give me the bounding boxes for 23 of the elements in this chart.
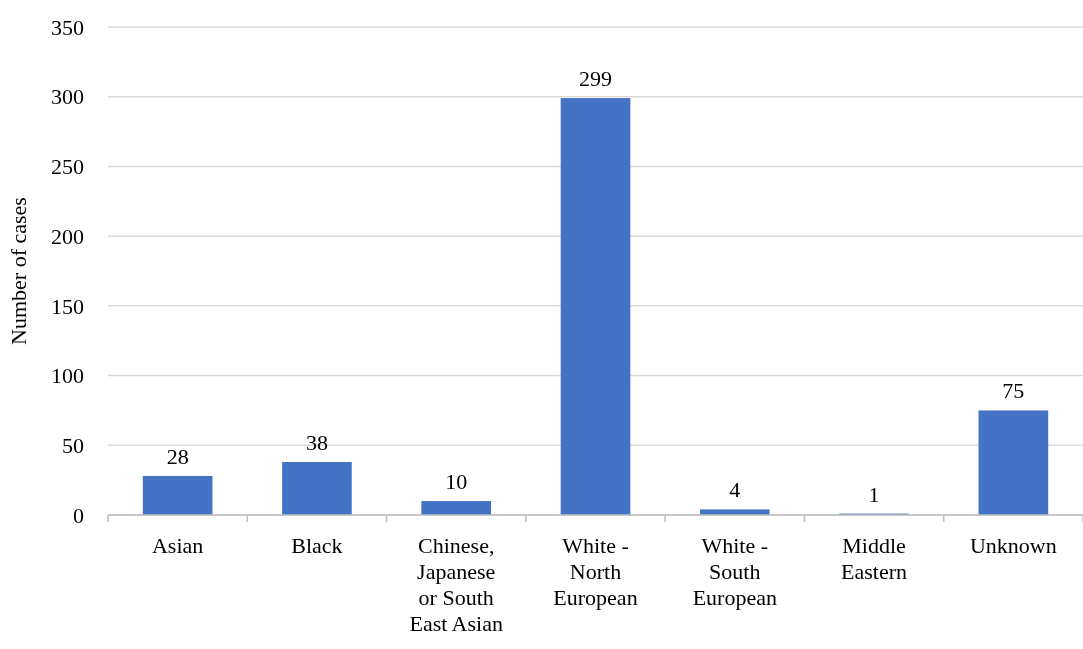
y-tick-label: 300 bbox=[51, 84, 84, 110]
x-tick-label: Asian bbox=[151, 533, 204, 558]
y-tick-label: 200 bbox=[51, 223, 84, 249]
data-label: 28 bbox=[166, 443, 189, 469]
x-tick-label: Chinese, Japanese or South East Asian bbox=[409, 533, 503, 636]
x-tick-label: Middle Eastern bbox=[841, 533, 908, 584]
x-tick-label: White - South European bbox=[692, 533, 777, 610]
data-label: 10 bbox=[445, 469, 468, 495]
y-tick-label: 250 bbox=[51, 154, 84, 180]
y-axis-title: Number of cases bbox=[6, 197, 31, 345]
y-tick-label: 0 bbox=[73, 502, 84, 528]
y-tick-label: 150 bbox=[51, 293, 84, 319]
data-label: 4 bbox=[729, 477, 741, 503]
x-tick-label: Black bbox=[291, 533, 343, 558]
y-tick-label: 50 bbox=[62, 432, 84, 458]
data-label: 1 bbox=[868, 481, 880, 507]
data-label: 38 bbox=[305, 430, 328, 456]
x-tick-label: Unknown bbox=[969, 533, 1057, 558]
x-tick-label: White - North European bbox=[553, 533, 638, 610]
y-tick-label: 100 bbox=[51, 363, 84, 389]
data-label: 75 bbox=[1002, 378, 1025, 404]
y-tick-label: 350 bbox=[51, 14, 84, 40]
data-label: 299 bbox=[579, 66, 612, 92]
